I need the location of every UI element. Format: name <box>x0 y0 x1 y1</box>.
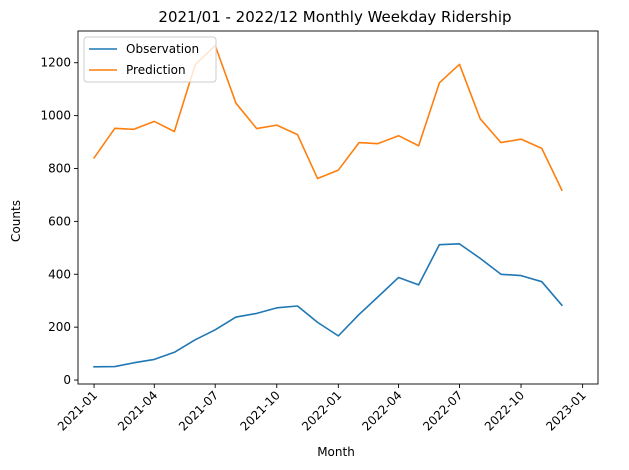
legend-label-prediction: Prediction <box>126 63 186 77</box>
x-axis-label: Month <box>317 445 355 459</box>
x-tick-label: 2021-01 <box>55 388 100 433</box>
legend: Observation Prediction <box>83 36 217 83</box>
y-tick-label: 1000 <box>40 109 71 123</box>
x-tick-label: 2022-04 <box>359 388 404 433</box>
x-tick-label: 2021-10 <box>238 388 283 433</box>
x-tick-label: 2021-04 <box>115 388 160 433</box>
plot-area <box>74 30 599 388</box>
legend-label-observation: Observation <box>126 42 199 56</box>
x-tick-label: 2021-07 <box>176 388 221 433</box>
plot-frame <box>77 30 599 385</box>
y-axis-label: Counts <box>9 200 23 242</box>
series-line-observation <box>93 243 563 368</box>
y-tick-label: 0 <box>63 373 71 387</box>
x-tick-label: 2022-07 <box>420 388 465 433</box>
y-tick-label: 400 <box>48 267 71 281</box>
y-tick-label: 1200 <box>40 56 71 70</box>
x-tick-label: 2022-10 <box>482 388 527 433</box>
x-tick-label: 2023-01 <box>543 388 588 433</box>
y-tick-label: 600 <box>48 214 71 228</box>
series-line-prediction <box>92 44 563 192</box>
y-tick-label: 800 <box>48 161 71 175</box>
chart-title: 2021/01 - 2022/12 Monthly Weekday Riders… <box>158 8 511 26</box>
x-tick-label: 2022-01 <box>299 388 344 433</box>
y-tick-label: 200 <box>48 320 71 334</box>
